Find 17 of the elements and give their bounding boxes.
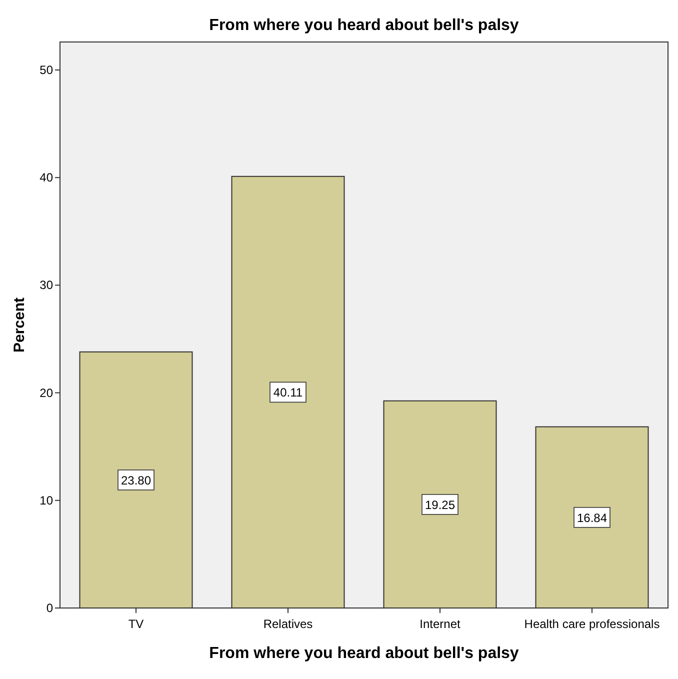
y-tick-label: 40 <box>40 170 54 185</box>
y-axis-title: Percent <box>11 297 28 353</box>
y-tick-label: 30 <box>40 278 54 292</box>
x-axis-title: From where you heard about bell's palsy <box>209 645 519 662</box>
x-tick-label: Health care professionals <box>524 617 660 631</box>
data-label: 16.84 <box>576 510 608 525</box>
data-label: 23.80 <box>120 473 152 488</box>
y-tick-label: 50 <box>40 62 54 77</box>
y-tick-label: 10 <box>40 493 54 508</box>
chart-title: From where you heard about bell's palsy <box>209 17 519 34</box>
x-tick-label: TV <box>128 617 144 631</box>
y-tick-label: 20 <box>40 386 54 400</box>
x-tick-label: Relatives <box>263 617 313 631</box>
y-tick-label: 0 <box>46 601 54 615</box>
data-label: 40.11 <box>273 386 303 400</box>
data-label: 19.25 <box>424 498 456 512</box>
x-tick-label: Internet <box>420 617 462 631</box>
